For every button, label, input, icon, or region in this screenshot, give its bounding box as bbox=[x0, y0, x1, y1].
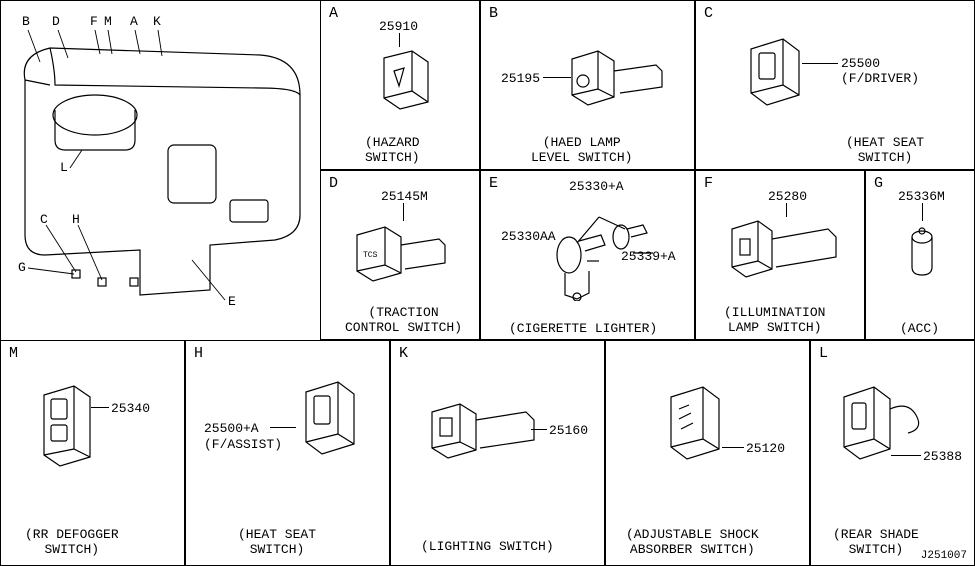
callout-C: C bbox=[40, 212, 48, 227]
cell-B-partnum: 25195 bbox=[501, 71, 540, 86]
cell-E: E 25330+A 25330AA 25339+A (CIGERETTE LIG… bbox=[480, 170, 695, 340]
leader bbox=[270, 427, 296, 428]
cell-G-partnum: 25336M bbox=[898, 189, 945, 204]
leader bbox=[922, 203, 923, 221]
cell-H: H 25500+A (F/ASSIST) (HEAT SEAT SWITCH) bbox=[185, 340, 390, 566]
cell-D-partnum: 25145M bbox=[381, 189, 428, 204]
cell-A-label: A bbox=[329, 5, 338, 22]
callout-M: M bbox=[104, 14, 112, 29]
cell-F-caption: (ILLUMINATION LAMP SWITCH) bbox=[724, 305, 825, 335]
cell-A: A 25910 (HAZARD SWITCH) bbox=[320, 0, 480, 170]
cell-J-caption: (ADJUSTABLE SHOCK ABSORBER SWITCH) bbox=[626, 527, 759, 557]
cell-H-caption: (HEAT SEAT SWITCH) bbox=[238, 527, 316, 557]
leader bbox=[722, 447, 744, 448]
cell-B: B 25195 (HAED LAMP LEVEL SWITCH) bbox=[480, 0, 695, 170]
cell-E-caption: (CIGERETTE LIGHTER) bbox=[509, 321, 657, 336]
heatseat-assist-icon bbox=[296, 376, 366, 466]
cell-F-label: F bbox=[704, 175, 713, 192]
cell-F: F 25280 (ILLUMINATION LAMP SWITCH) bbox=[695, 170, 865, 340]
cell-K-partnum: 25160 bbox=[549, 423, 588, 438]
cell-D-label: D bbox=[329, 175, 338, 192]
cell-M-caption: (RR DEFOGGER SWITCH) bbox=[25, 527, 119, 557]
cell-A-partnum: 25910 bbox=[379, 19, 418, 34]
cell-K: K 25160 (LIGHTING SWITCH) bbox=[390, 340, 605, 566]
cell-C-note: (F/DRIVER) bbox=[841, 71, 919, 86]
headlamp-switch-icon bbox=[566, 41, 666, 116]
cell-H-note: (F/ASSIST) bbox=[204, 437, 282, 452]
callout-B: B bbox=[22, 14, 30, 29]
cell-M-partnum: 25340 bbox=[111, 401, 150, 416]
defogger-switch-icon bbox=[36, 381, 101, 476]
cell-D: D 25145M TCS (TRACTION CONTROL SWITCH) bbox=[320, 170, 480, 340]
cell-J-partnum: 25120 bbox=[746, 441, 785, 456]
callout-L: L bbox=[60, 160, 68, 175]
callout-K: K bbox=[153, 14, 161, 29]
lighting-switch-icon bbox=[426, 396, 536, 471]
traction-switch-icon: TCS bbox=[351, 219, 451, 289]
cell-A-caption: (HAZARD SWITCH) bbox=[365, 135, 420, 165]
illum-switch-icon bbox=[726, 213, 841, 291]
cell-J: 25120 (ADJUSTABLE SHOCK ABSORBER SWITCH) bbox=[605, 340, 810, 566]
doc-id: J251007 bbox=[921, 550, 967, 562]
cell-M: M 25340 (RR DEFOGGER SWITCH) bbox=[0, 340, 185, 566]
cell-G-caption: (ACC) bbox=[900, 321, 939, 336]
cell-C: C 25500 (F/DRIVER) (HEAT SEAT SWITCH) bbox=[695, 0, 975, 170]
leader bbox=[543, 77, 571, 78]
cell-C-partnum: 25500 bbox=[841, 56, 880, 71]
cell-F-partnum: 25280 bbox=[768, 189, 807, 204]
cell-C-caption: (HEAT SEAT SWITCH) bbox=[846, 135, 924, 165]
leader bbox=[531, 429, 547, 430]
cell-K-caption: (LIGHTING SWITCH) bbox=[421, 539, 554, 554]
leader bbox=[91, 407, 109, 408]
heatseat-driver-icon bbox=[741, 33, 811, 113]
cell-H-partnum: 25500+A bbox=[204, 421, 259, 436]
cig-lighter-icon bbox=[521, 201, 671, 301]
callout-E: E bbox=[228, 294, 236, 309]
cell-L-caption: (REAR SHADE SWITCH) bbox=[833, 527, 919, 557]
acc-icon bbox=[902, 219, 942, 289]
dashboard-drawing bbox=[0, 0, 320, 340]
callout-A: A bbox=[130, 14, 138, 29]
hazard-switch-icon bbox=[376, 46, 436, 116]
leader bbox=[891, 455, 921, 456]
cell-H-label: H bbox=[194, 345, 203, 362]
callout-D: D bbox=[52, 14, 60, 29]
shock-switch-icon bbox=[661, 381, 731, 471]
cell-C-label: C bbox=[704, 5, 713, 22]
callout-H: H bbox=[72, 212, 80, 227]
svg-text:TCS: TCS bbox=[363, 251, 378, 260]
cell-M-label: M bbox=[9, 345, 18, 362]
cell-L: L 25388 (REAR SHADE SWITCH) bbox=[810, 340, 975, 566]
cell-L-partnum: 25388 bbox=[923, 449, 962, 464]
cell-K-label: K bbox=[399, 345, 408, 362]
cell-G-label: G bbox=[874, 175, 883, 192]
cell-B-caption: (HAED LAMP LEVEL SWITCH) bbox=[531, 135, 632, 165]
leader bbox=[403, 203, 404, 221]
callout-F: F bbox=[90, 14, 98, 29]
leader bbox=[802, 63, 838, 64]
cell-D-caption: (TRACTION CONTROL SWITCH) bbox=[345, 305, 462, 335]
cell-E-label: E bbox=[489, 175, 498, 192]
cell-E-partnum-0: 25330+A bbox=[569, 179, 624, 194]
dashboard-panel: B D F M A K L C H G E bbox=[0, 0, 320, 340]
leader bbox=[399, 33, 400, 47]
cell-B-label: B bbox=[489, 5, 498, 22]
callout-G: G bbox=[18, 260, 26, 275]
rearshade-switch-icon bbox=[836, 379, 931, 471]
cell-L-label: L bbox=[819, 345, 828, 362]
leader bbox=[786, 203, 787, 217]
cell-G: G 25336M (ACC) bbox=[865, 170, 975, 340]
